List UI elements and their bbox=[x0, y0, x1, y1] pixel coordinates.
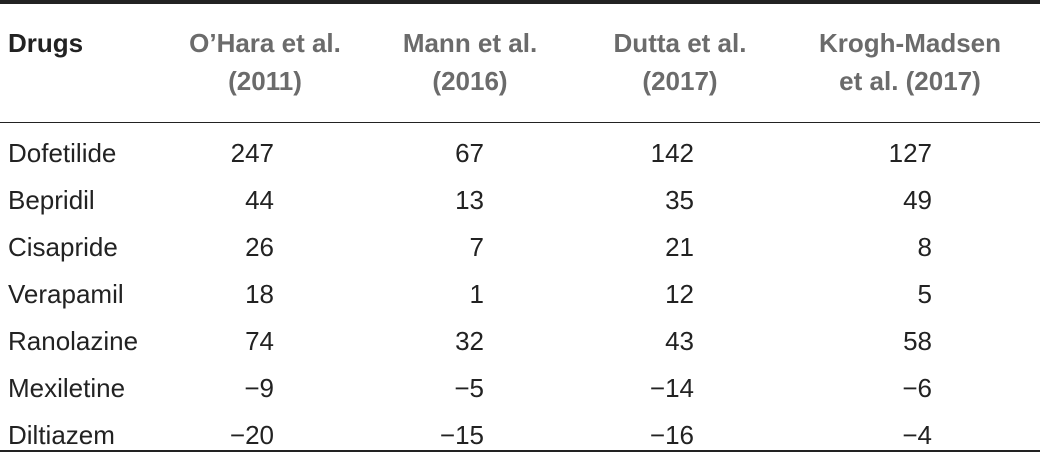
drug-name: Bepridil bbox=[8, 185, 95, 215]
value-mann: −15 bbox=[439, 420, 484, 450]
value-ohara: 18 bbox=[245, 279, 274, 309]
drug-name: Verapamil bbox=[8, 279, 124, 309]
value-krogh-madsen: −6 bbox=[902, 373, 932, 403]
value-krogh-madsen: −4 bbox=[902, 420, 932, 450]
value-mann: 67 bbox=[455, 138, 484, 168]
value-dutta: 12 bbox=[665, 279, 694, 309]
table-body: Dofetilide 247 67 142 127 Bepridil 44 13… bbox=[0, 130, 1040, 459]
value-ohara: 247 bbox=[230, 138, 274, 168]
top-rule bbox=[0, 0, 1040, 4]
value-mann: 7 bbox=[469, 232, 484, 262]
header-mann: Mann et al. (2016) bbox=[402, 28, 538, 96]
value-mann: −5 bbox=[454, 373, 484, 403]
value-krogh-madsen: 58 bbox=[903, 326, 932, 356]
value-krogh-madsen: 127 bbox=[888, 138, 932, 168]
value-mann: 32 bbox=[455, 326, 484, 356]
value-mann: 1 bbox=[469, 279, 484, 309]
value-krogh-madsen: 49 bbox=[903, 185, 932, 215]
value-krogh-madsen: 8 bbox=[917, 232, 932, 262]
value-ohara: 26 bbox=[245, 232, 274, 262]
table-row: Ranolazine 74 32 43 58 bbox=[0, 318, 1040, 365]
drug-name: Mexiletine bbox=[8, 373, 126, 403]
header-rule bbox=[0, 122, 1040, 123]
value-dutta: −16 bbox=[649, 420, 694, 450]
value-ohara: 44 bbox=[245, 185, 274, 215]
table-row: Mexiletine −9 −5 −14 −6 bbox=[0, 365, 1040, 412]
value-ohara: −20 bbox=[229, 420, 274, 450]
bottom-rule bbox=[0, 450, 1040, 452]
value-krogh-madsen: 5 bbox=[917, 279, 932, 309]
table-row: Dofetilide 247 67 142 127 bbox=[0, 130, 1040, 177]
drug-name: Cisapride bbox=[8, 232, 118, 262]
value-mann: 13 bbox=[455, 185, 484, 215]
value-dutta: 142 bbox=[650, 138, 694, 168]
drug-name: Ranolazine bbox=[8, 326, 139, 356]
header-krogh-madsen: Krogh-Madsen et al. (2017) bbox=[819, 28, 1001, 96]
table-row: Verapamil 18 1 12 5 bbox=[0, 271, 1040, 318]
drug-name: Diltiazem bbox=[8, 420, 115, 450]
value-dutta: 35 bbox=[665, 185, 694, 215]
drug-name: Dofetilide bbox=[8, 138, 117, 168]
header-drugs: Drugs bbox=[8, 28, 84, 58]
table-row: Diltiazem −20 −15 −16 −4 bbox=[0, 412, 1040, 459]
table-row: Cisapride 26 7 21 8 bbox=[0, 224, 1040, 271]
value-ohara: 74 bbox=[245, 326, 274, 356]
header-ohara: O’Hara et al. (2011) bbox=[189, 28, 341, 96]
table-header: Drugs O’Hara et al. (2011) Mann et al. (… bbox=[0, 24, 1040, 104]
table-row: Bepridil 44 13 35 49 bbox=[0, 177, 1040, 224]
value-ohara: −9 bbox=[244, 373, 274, 403]
header-dutta: Dutta et al. (2017) bbox=[613, 28, 747, 96]
value-dutta: 21 bbox=[665, 232, 694, 262]
value-dutta: 43 bbox=[665, 326, 694, 356]
value-dutta: −14 bbox=[649, 373, 694, 403]
